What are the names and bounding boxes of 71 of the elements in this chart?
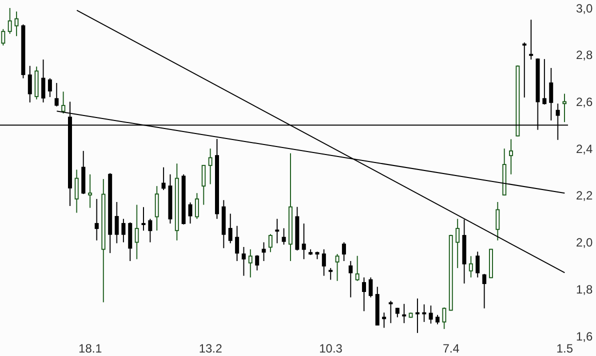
candlestick [368,276,373,298]
candlestick [562,93,566,123]
candlestick [388,300,393,324]
candlestick [549,67,554,121]
candlestick [14,11,19,37]
x-tick-label: 1.5 [556,342,574,356]
candlestick [208,148,212,185]
candlestick [41,59,46,103]
candlestick [482,273,486,309]
candlestick [509,138,514,175]
candlestick [268,234,272,253]
candlestick [248,248,252,278]
candlestick [8,8,12,34]
candlestick [436,314,440,325]
candlestick [496,201,500,241]
candlestick [88,174,92,208]
x-tick-label: 10.3 [319,342,343,356]
candlestick [154,186,159,232]
candlestick [442,306,446,330]
candlestick [382,312,386,328]
candlestick [114,201,119,244]
candlestick [162,166,166,191]
candlestick [235,225,240,262]
y-tick-label: 2,4 [576,142,594,156]
candlestick [194,192,199,220]
x-tick-label: 13.2 [198,342,222,356]
candlestick [456,218,460,269]
y-tick-label: 1,8 [576,282,594,296]
candlestick [148,218,152,243]
candlestick [54,82,59,107]
y-tick-label: 1,6 [576,329,594,344]
candlestick [61,91,66,114]
candlestick [402,303,406,324]
candlestick [28,65,32,103]
candlestick [134,204,139,260]
x-tick-label: 7.4 [442,342,460,356]
candlestick [422,304,426,322]
candlestick [262,242,266,262]
y-tick-label: 2,6 [576,94,594,109]
y-tick-label: 2,8 [576,48,594,62]
candlestick [188,202,192,224]
candlestick [48,78,52,98]
candlestick [542,58,546,106]
candlestick [282,228,286,246]
candlestick [74,169,79,214]
candlestick [476,251,480,278]
candlestick [348,260,353,298]
candlestick [255,254,260,271]
y-tick-label: 2,2 [576,188,594,203]
candlestick [355,255,360,282]
candlestick [335,254,340,282]
candlestick [362,276,366,312]
candlestick [302,223,306,260]
candlestick [142,206,146,232]
candlestick [428,305,433,324]
candlestick [328,268,333,280]
candlestick [202,164,206,206]
x-tick-label: 18.1 [78,342,102,356]
y-tick-label: 2,0 [576,236,594,250]
candlestick [94,198,99,241]
candlestick [275,218,280,244]
candlestick [522,42,526,98]
candlestick [342,242,346,262]
candlestick [468,256,473,278]
candlestick [121,218,126,243]
candlestick [529,19,534,60]
candlestick [322,248,326,276]
candlestick [415,298,420,334]
candlestick [228,213,232,244]
y-tick-label: 3,0 [576,1,594,16]
candlestick [242,246,246,276]
